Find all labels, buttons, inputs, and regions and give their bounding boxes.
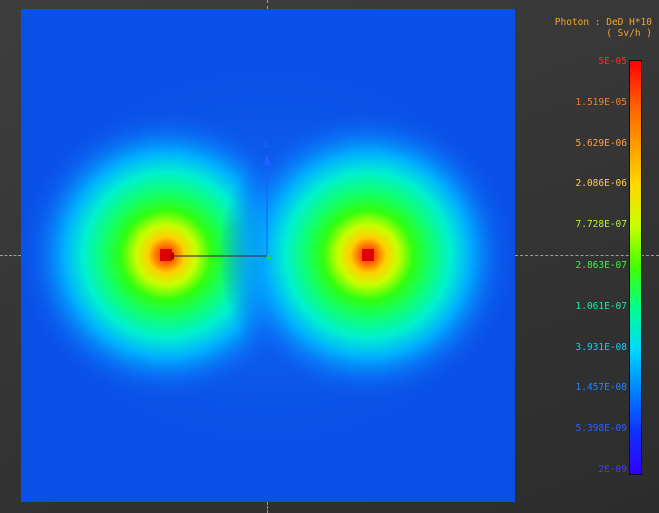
z-axis-label: z [263,139,269,150]
legend-title: Photon : DeD H*10 ( Sv/h ) [520,17,652,39]
crosshair-horizontal-right [515,255,659,256]
color-scale-label: 1.519E-05 [575,96,627,108]
z-axis-arrow-icon [263,155,271,165]
color-scale-label: 5.398E-09 [575,423,627,435]
y-axis-arrow-icon [267,254,273,259]
dose-heatmap: × z [21,16,515,496]
color-scale-label: 1.457E-08 [575,382,627,394]
color-scale-label: 2.086E-06 [575,178,627,190]
color-scale-label: 2.863E-07 [575,260,627,271]
crosshair-horizontal-left [0,255,21,256]
color-scale-label: 1.061E-07 [575,300,627,312]
crosshair-vertical-top [267,0,268,9]
legend-title-quantity: Photon : DeD H*10 [554,17,652,28]
color-scale-label: 3.931E-08 [575,341,627,353]
color-scale-bar [629,60,642,475]
crosshair-vertical-bottom [267,502,268,513]
legend-title-unit: ( Sv/h ) [606,28,652,39]
color-scale-label: 7.728E-07 [575,219,627,231]
color-scale-label: 5E-05 [598,56,627,67]
source-core-right [362,249,374,261]
source-marker-icon: × [161,250,170,263]
color-scale-label: 2E-09 [598,464,627,475]
x-axis-arrow-icon [165,252,174,260]
color-scale-label: 5.629E-06 [575,137,627,149]
dose-map-viewport[interactable]: × z [21,9,515,502]
source-core-left [160,249,172,261]
